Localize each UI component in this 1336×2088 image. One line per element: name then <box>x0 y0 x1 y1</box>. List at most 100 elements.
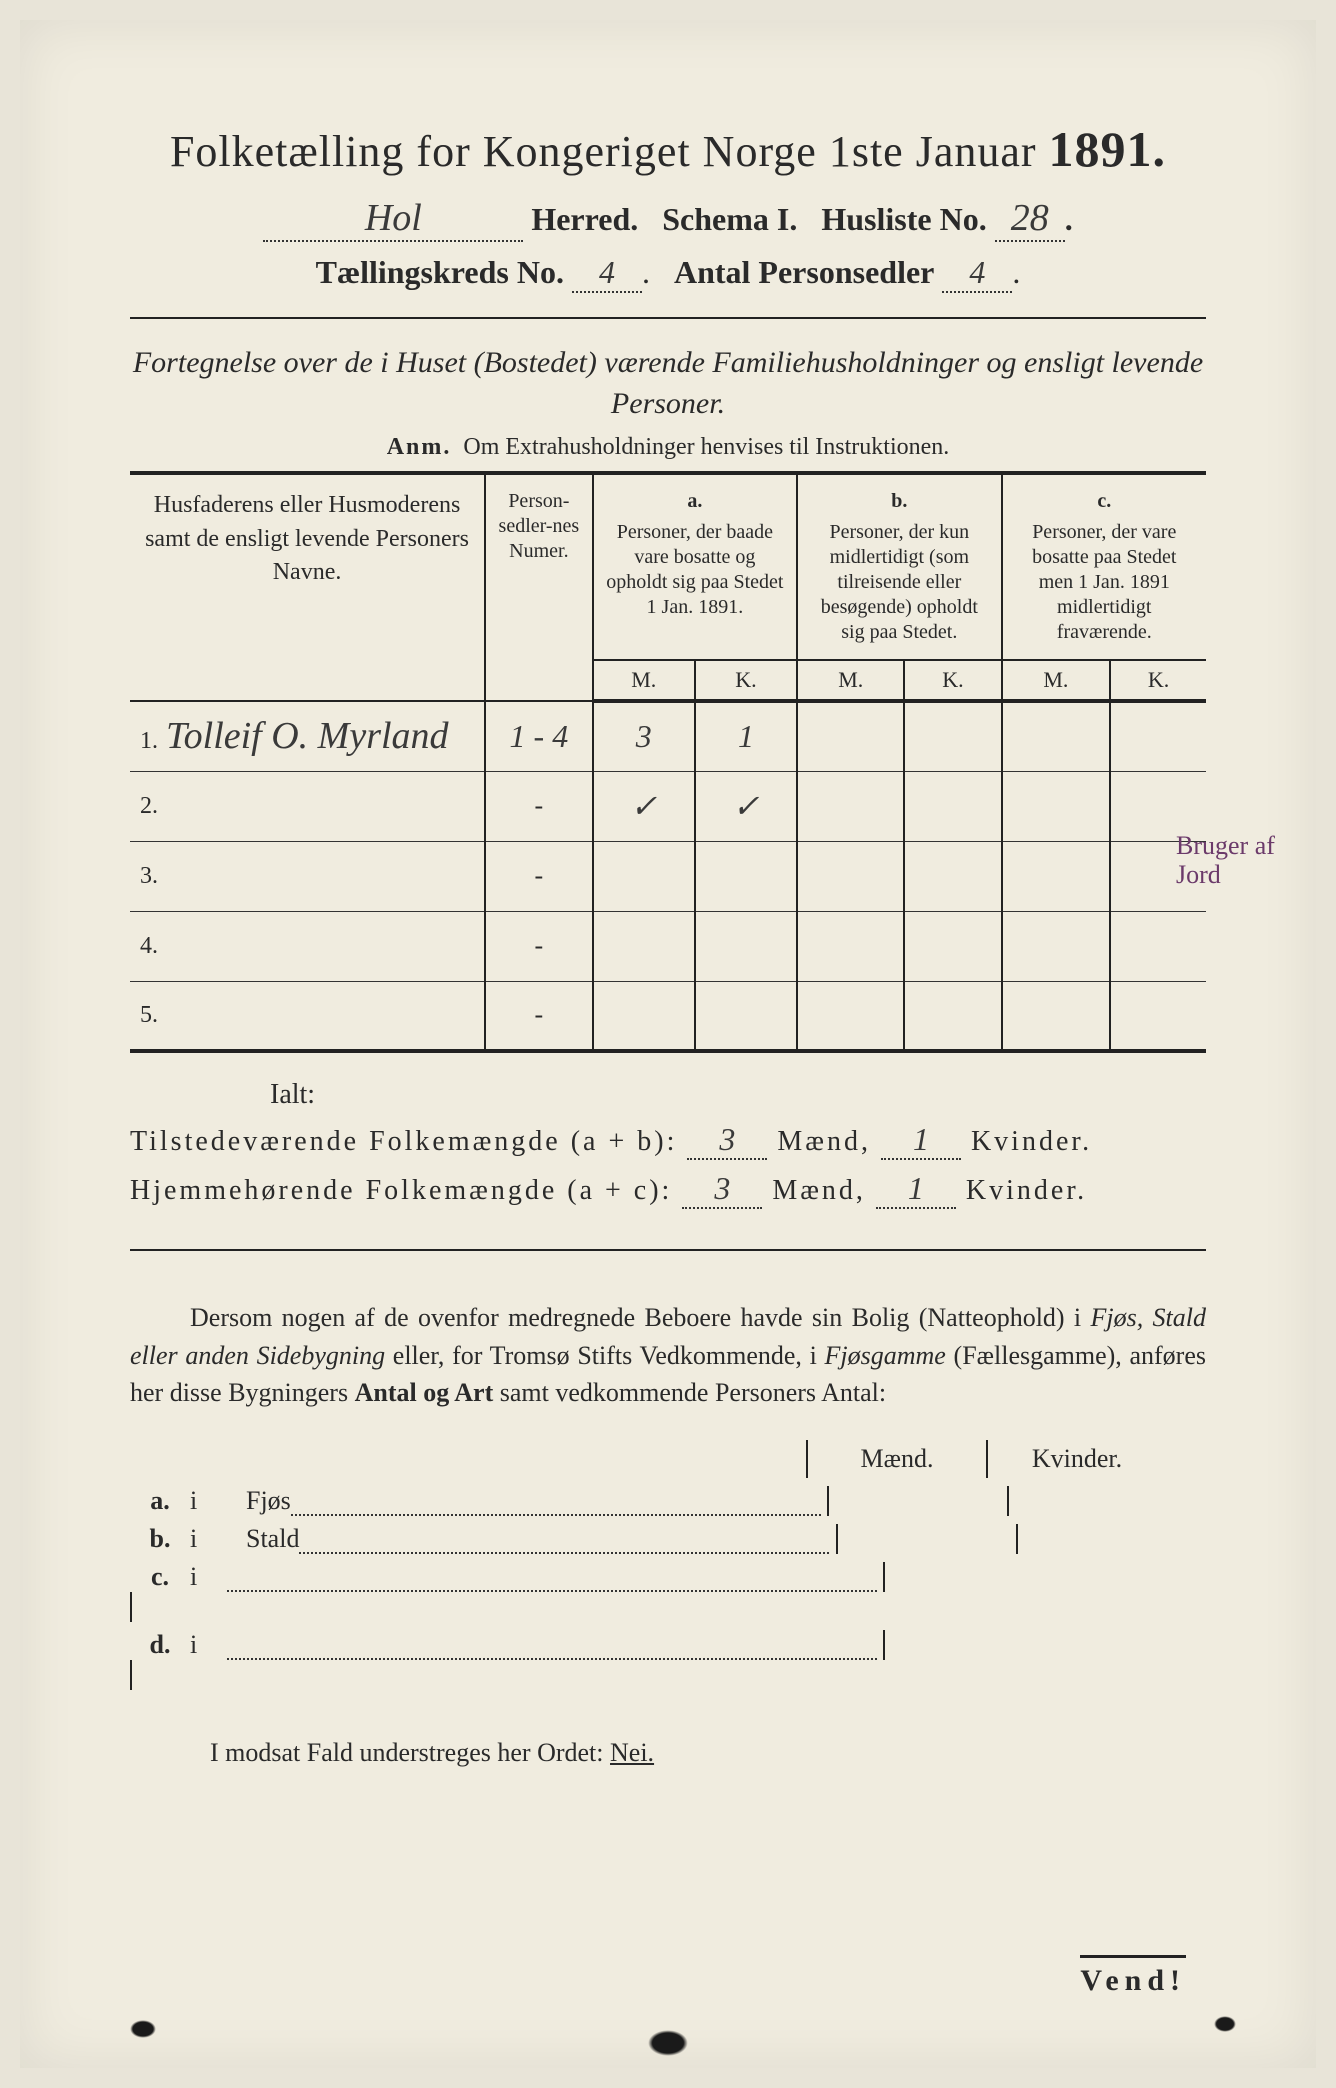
sum2-m-label: Mænd, <box>772 1175 866 1206</box>
mk-m: Mænd. <box>806 1440 986 1478</box>
ink-blot-icon <box>130 2020 156 2038</box>
divider <box>130 317 1206 319</box>
col-num-header: Person-sedler-nes Numer. <box>485 473 593 701</box>
header-line-3: Tællingskreds No. 4. Antal Personsedler … <box>130 254 1206 293</box>
row5-num: - <box>485 981 593 1051</box>
field-d <box>227 1638 877 1660</box>
b-k: K. <box>904 660 1001 701</box>
form-description: Fortegnelse over de i Huset (Bostedet) v… <box>130 343 1206 424</box>
row3-name: 3. <box>130 841 485 911</box>
outbuilding-paragraph: Dersom nogen af de ovenfor medregnede Be… <box>130 1299 1206 1412</box>
nei-line: I modsat Fald understreges her Ordet: Ne… <box>130 1738 1206 1768</box>
field-b <box>299 1532 829 1554</box>
row1-bm <box>797 701 904 771</box>
herred-field: Hol <box>263 196 523 242</box>
row2-num: - <box>485 771 593 841</box>
row1-bk <box>904 701 1001 771</box>
header-line-2: Hol Herred. Schema I. Husliste No. 28. <box>130 196 1206 242</box>
title-text: Folketælling for Kongeriget Norge 1ste J… <box>170 127 1037 176</box>
row2-bm <box>797 771 904 841</box>
sum1-m-label: Mænd, <box>777 1126 871 1157</box>
col-names-header: Husfaderens eller Husmoderens samt de en… <box>130 473 485 701</box>
husliste-field: 28 <box>995 196 1065 242</box>
husliste-label: Husliste No. <box>821 201 986 237</box>
b-label: b. <box>808 489 990 514</box>
names-header-text: Husfaderens eller Husmoderens samt de en… <box>145 492 469 585</box>
row1-ck <box>1110 701 1206 771</box>
row2-am: ✓ <box>593 771 695 841</box>
anm-text: Om Extrahusholdninger henvises til Instr… <box>463 434 949 460</box>
row2-bk <box>904 771 1001 841</box>
husliste-value: 28 <box>1011 197 1049 239</box>
sum1-k-field: 1 <box>881 1121 961 1160</box>
field-a <box>291 1494 821 1516</box>
sum-present: Tilstedeværende Folkemængde (a + b): 3 M… <box>130 1121 1206 1160</box>
table-row: 5. - <box>130 981 1206 1051</box>
sum1-m-field: 3 <box>687 1121 767 1160</box>
c-label: c. <box>1013 489 1196 514</box>
sum2-label: Hjemmehørende Folkemængde (a + c): <box>130 1175 672 1206</box>
row2-ak: ✓ <box>695 771 797 841</box>
row4-name: 4. <box>130 911 485 981</box>
kreds-field: 4 <box>572 254 642 293</box>
census-form-page: Folketælling for Kongeriget Norge 1ste J… <box>20 20 1316 2068</box>
kreds-value: 4 <box>599 254 615 290</box>
herred-value: Hol <box>365 197 422 239</box>
table-row: 4. - <box>130 911 1206 981</box>
antal-label: Antal Personsedler <box>674 254 934 290</box>
sum2-k-field: 1 <box>876 1170 956 1209</box>
table-row: 1.Tolleif O. Myrland 1 - 4 3 1 <box>130 701 1206 771</box>
row2-name: 2. <box>130 771 485 841</box>
a-text: Personer, der baade vare bosatte og opho… <box>606 521 783 618</box>
margin-annotation: Bruger af Jord <box>1176 832 1286 889</box>
row3-num: - <box>485 841 593 911</box>
row2-cm <box>1002 771 1111 841</box>
table-row: 2. - ✓ ✓ <box>130 771 1206 841</box>
kreds-label: Tællingskreds No. <box>316 254 564 290</box>
annotation-line: Anm. Om Extrahusholdninger henvises til … <box>130 434 1206 461</box>
line-d: d.i <box>130 1630 1206 1690</box>
row1-num: 1 - 4 <box>485 701 593 771</box>
household-table: Husfaderens eller Husmoderens samt de en… <box>130 471 1206 1053</box>
sum2-k-label: Kvinder. <box>966 1175 1087 1206</box>
mk-k: Kvinder. <box>986 1440 1166 1478</box>
row5-name: 5. <box>130 981 485 1051</box>
row1-cm <box>1002 701 1111 771</box>
turn-over-label: Vend! <box>1080 1955 1186 1998</box>
col-c-header: c. Personer, der vare bosatte paa Stedet… <box>1002 473 1206 660</box>
row1-name: 1.Tolleif O. Myrland <box>130 701 485 771</box>
a-m: M. <box>593 660 695 701</box>
nei-word: Nei. <box>610 1738 654 1767</box>
table-header-row: Husfaderens eller Husmoderens samt de en… <box>130 473 1206 660</box>
a-k: K. <box>695 660 797 701</box>
col-b-header: b. Personer, der kun midlertidigt (som t… <box>797 473 1001 660</box>
line-a: a.i Fjøs <box>130 1486 1206 1516</box>
ialt-label: Ialt: <box>270 1079 1206 1111</box>
title-year: 1891. <box>1049 121 1167 177</box>
b-text: Personer, der kun midlertidigt (som tilr… <box>821 521 978 643</box>
schema-label: Schema I. <box>662 201 797 237</box>
sum2-m-field: 3 <box>682 1170 762 1209</box>
row1-name-hw: Tolleif O. Myrland <box>166 715 449 757</box>
row1-ak: 1 <box>695 701 797 771</box>
row3-am <box>593 841 695 911</box>
field-c <box>227 1570 877 1592</box>
ink-blot-icon <box>1214 2016 1236 2032</box>
anm-label: Anm. <box>387 434 452 460</box>
antal-value: 4 <box>969 254 985 290</box>
sum1-k-label: Kvinder. <box>971 1126 1092 1157</box>
ink-blot-icon <box>648 2030 688 2056</box>
c-k: K. <box>1110 660 1206 701</box>
row4-num: - <box>485 911 593 981</box>
b-m: M. <box>797 660 904 701</box>
line-c: c.i <box>130 1562 1206 1622</box>
main-title: Folketælling for Kongeriget Norge 1ste J… <box>130 120 1206 178</box>
col-a-header: a. Personer, der baade vare bosatte og o… <box>593 473 797 660</box>
line-b: b.i Stald <box>130 1524 1206 1554</box>
antal-field: 4 <box>942 254 1012 293</box>
table-row: 3. - <box>130 841 1206 911</box>
c-m: M. <box>1002 660 1111 701</box>
divider-2 <box>130 1249 1206 1251</box>
a-label: a. <box>604 489 786 514</box>
row1-am: 3 <box>593 701 695 771</box>
